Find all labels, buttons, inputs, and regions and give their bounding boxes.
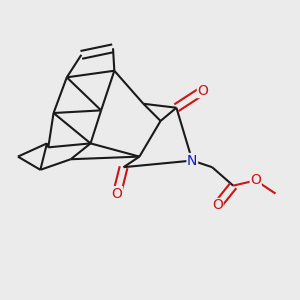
- Text: N: N: [187, 154, 197, 168]
- Text: O: O: [112, 187, 122, 201]
- Text: O: O: [212, 199, 223, 212]
- Text: O: O: [250, 173, 261, 188]
- Text: O: O: [197, 84, 208, 98]
